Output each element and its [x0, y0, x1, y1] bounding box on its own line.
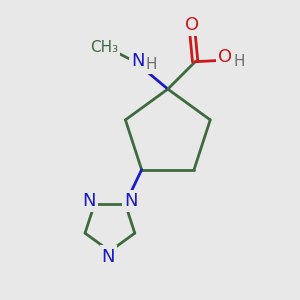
Text: CH₃: CH₃ [91, 40, 118, 55]
Text: N: N [131, 52, 144, 70]
Text: H: H [233, 54, 244, 69]
Text: N: N [102, 248, 115, 266]
Text: N: N [82, 192, 96, 210]
Text: O: O [218, 48, 233, 66]
Text: N: N [124, 192, 137, 210]
Text: H: H [146, 57, 157, 72]
Text: O: O [185, 16, 199, 34]
